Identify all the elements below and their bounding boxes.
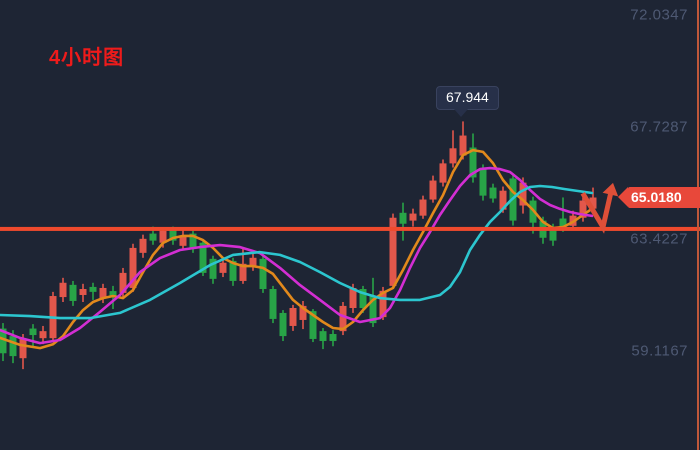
bear-candle-body xyxy=(329,334,337,342)
bear-candle-body xyxy=(149,233,157,241)
bull-candle-body xyxy=(449,148,457,164)
ma-slow-cyan-line xyxy=(0,184,594,320)
bull-candle-body xyxy=(589,197,597,209)
bull-candle-body xyxy=(249,257,257,266)
bull-candle-body xyxy=(379,290,387,318)
peak-price-tooltip: 67.944 xyxy=(436,86,499,117)
bull-candle-body xyxy=(289,307,297,326)
bull-candle-body xyxy=(349,287,357,308)
bear-candle-body xyxy=(469,147,477,178)
bear-candle-body xyxy=(189,233,197,249)
peak-price-value: 67.944 xyxy=(446,89,489,105)
bear-candle-body xyxy=(9,336,17,357)
bear-candle-body xyxy=(489,187,497,199)
bull-candle-body xyxy=(159,230,167,243)
bull-candle-body xyxy=(299,305,307,320)
timeframe-title: 4小时图 xyxy=(49,47,125,69)
bear-candle-body xyxy=(229,260,237,281)
trend-forecast-arrow xyxy=(580,186,615,234)
bear-candle-body xyxy=(69,284,77,301)
bull-candle-body xyxy=(339,305,347,332)
bull-candle-body xyxy=(579,200,587,218)
bull-candle-body xyxy=(459,135,467,156)
tooltip-pointer xyxy=(454,109,468,117)
trend-arrow-head-icon xyxy=(602,182,619,197)
bull-candle-body xyxy=(179,235,187,246)
bear-candle-body xyxy=(29,328,37,336)
bear-candle-body xyxy=(209,258,217,279)
price-tag-pointer-icon xyxy=(618,187,628,207)
bear-candle-body xyxy=(199,242,207,273)
bear-candle-body xyxy=(259,258,267,290)
bull-candle-body xyxy=(139,238,147,253)
bull-candle-body xyxy=(19,338,27,359)
bear-candle-body xyxy=(309,311,317,339)
bull-candle-body xyxy=(409,213,417,221)
bear-candle-body xyxy=(559,218,567,229)
bear-candle-body xyxy=(109,291,117,298)
bear-candle-body xyxy=(0,328,7,354)
bear-candle-body xyxy=(359,289,367,308)
support-resistance-line[interactable] xyxy=(0,226,700,231)
bull-candle-body xyxy=(519,182,527,206)
bear-candle-body xyxy=(269,289,277,319)
bull-candle-body xyxy=(219,262,227,273)
bull-candle-body xyxy=(119,272,127,293)
bull-candle-body xyxy=(499,190,507,210)
bear-candle-body xyxy=(319,331,327,342)
bear-candle-body xyxy=(479,168,487,196)
bull-candle-body xyxy=(79,289,87,295)
chart-right-border xyxy=(697,0,699,450)
bear-candle-body xyxy=(89,286,97,292)
bull-candle-body xyxy=(419,199,427,216)
bear-candle-body xyxy=(549,227,557,241)
bull-candle-body xyxy=(59,282,67,298)
current-price-value: 65.0180 xyxy=(631,189,682,205)
bull-candle-body xyxy=(439,163,447,183)
bull-candle-body xyxy=(99,287,107,299)
bear-candle-body xyxy=(169,229,177,241)
bull-candle-body xyxy=(429,180,437,200)
bear-candle-body xyxy=(369,296,377,324)
bear-candle-body xyxy=(399,212,407,224)
bull-candle-body xyxy=(239,263,247,281)
bull-candle-body xyxy=(389,217,397,286)
current-price-tag: 65.0180 xyxy=(618,187,700,208)
bear-candle-body xyxy=(279,312,287,337)
ma-mid-magenta-line xyxy=(0,166,594,345)
bull-candle-body xyxy=(39,331,47,339)
bull-candle-body xyxy=(129,247,137,288)
